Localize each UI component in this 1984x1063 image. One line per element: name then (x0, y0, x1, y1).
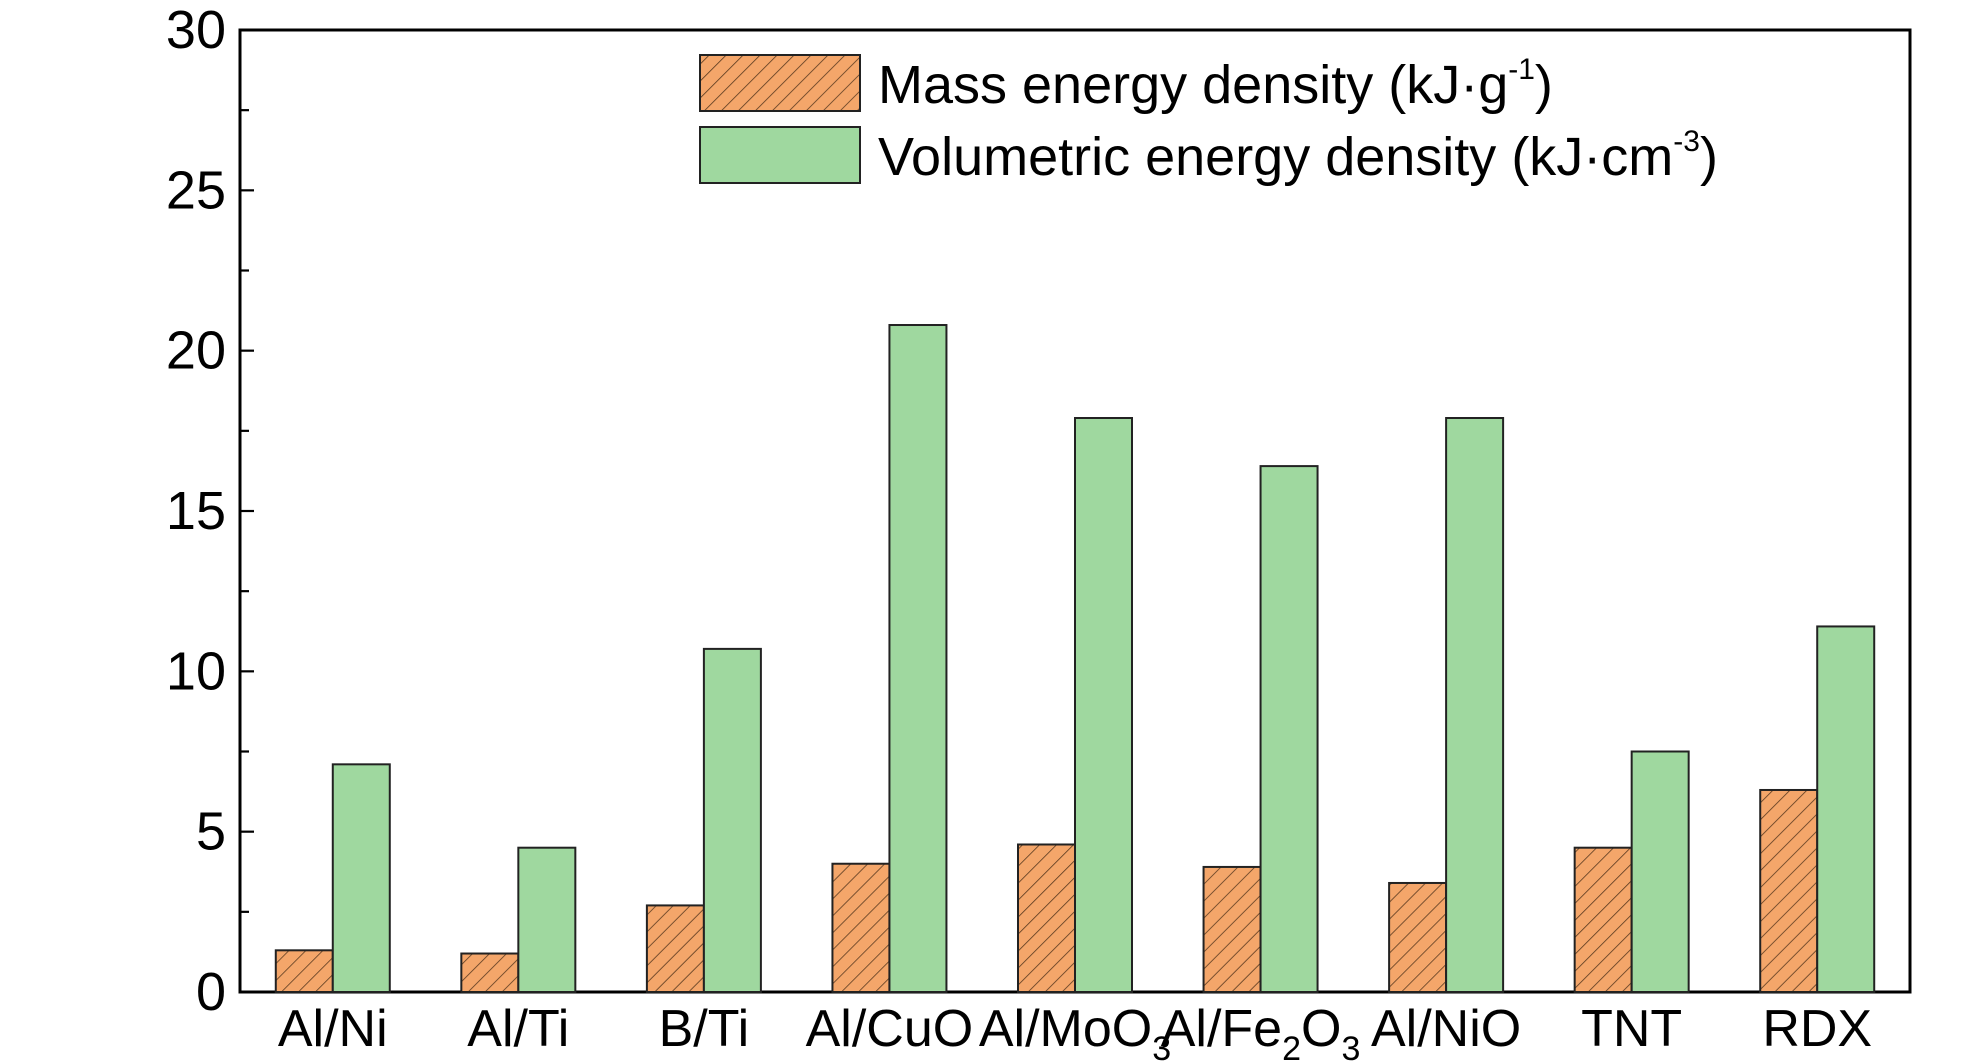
volumetric-energy-bar (1816, 625, 1876, 993)
volumetric-energy-bar (331, 763, 391, 993)
mass-energy-bar (274, 949, 334, 994)
volumetric-energy-bar (1445, 417, 1505, 993)
mass-energy-bar (1388, 881, 1448, 993)
x-category-label: RDX (1762, 1000, 1872, 1058)
legend-swatch-volumetric (699, 126, 861, 184)
y-tick-label: 10 (166, 641, 226, 701)
x-category-label: B/Ti (659, 1000, 750, 1058)
legend: Mass energy density (kJ·g-1) Volumetric e… (699, 53, 1718, 187)
legend-swatch-mass (699, 54, 861, 112)
y-tick-label: 0 (196, 962, 226, 1022)
y-axis: 0 5 10 15 20 25 30 (166, 0, 254, 1022)
x-category-label: Al/NiO (1371, 1000, 1521, 1058)
y-tick-label: 30 (166, 0, 226, 60)
volumetric-energy-bar (1259, 465, 1319, 993)
volumetric-energy-bar (1630, 750, 1690, 993)
y-tick-label: 25 (166, 160, 226, 220)
volumetric-energy-bar (702, 647, 762, 993)
volumetric-energy-bar (517, 846, 577, 994)
y-tick-label: 5 (196, 802, 226, 862)
volumetric-energy-bar (888, 324, 948, 994)
x-category-label: TNT (1581, 1000, 1682, 1058)
mass-energy-bar (1573, 846, 1633, 994)
x-category-label: Al/Fe2O3 (1161, 1000, 1361, 1063)
mass-energy-bar (645, 904, 705, 993)
legend-label-mass: Mass energy density (kJ·g-1) (878, 53, 1553, 115)
mass-energy-bar (831, 862, 891, 993)
mass-energy-bar (1759, 788, 1819, 993)
x-category-label: Al/MoO3 (979, 1000, 1171, 1063)
x-category-label: Al/Ni (278, 1000, 388, 1058)
x-category-label: Al/CuO (806, 1000, 974, 1058)
mass-energy-bar (460, 952, 520, 994)
mass-energy-bar (1202, 865, 1262, 993)
x-category-label: Al/Ti (467, 1000, 569, 1058)
y-tick-label: 20 (166, 321, 226, 381)
legend-label-volumetric: Volumetric energy density (kJ·cm-3) (878, 125, 1718, 187)
bars (274, 324, 1876, 994)
volumetric-energy-bar (1074, 417, 1133, 993)
mass-energy-bar (1017, 843, 1076, 994)
y-tick-label: 15 (166, 481, 226, 541)
